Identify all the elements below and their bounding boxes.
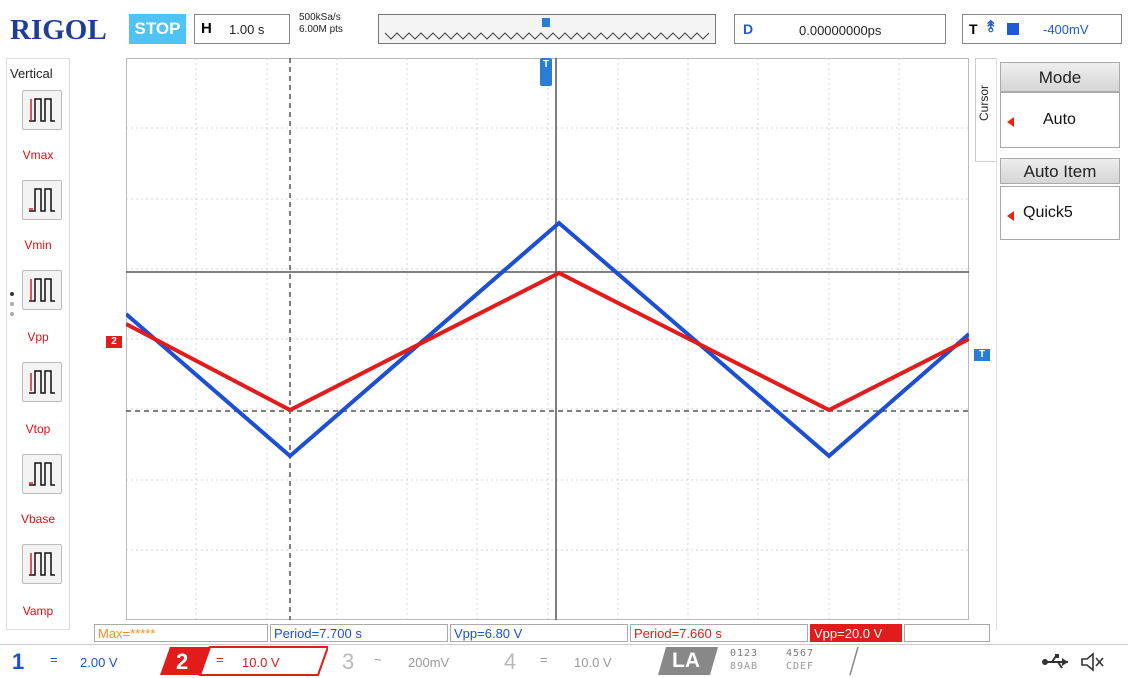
ch4-coupling: = bbox=[540, 652, 548, 667]
acquisition-info: 500kSa/s 6.00M pts bbox=[299, 12, 343, 36]
page-indicator-active bbox=[10, 292, 14, 296]
delay-label: D bbox=[743, 21, 754, 37]
vbase-label: Vbase bbox=[20, 512, 56, 526]
cursor-menu-tab[interactable]: Cursor bbox=[975, 58, 997, 162]
ch1-number: 1 bbox=[12, 649, 25, 674]
trigger-level-marker[interactable]: T bbox=[974, 349, 990, 361]
auto-item-selector[interactable]: Quick5 bbox=[1000, 186, 1120, 240]
delay-box[interactable]: D 0.00000000ps bbox=[734, 14, 946, 44]
auto-item-title: Auto Item bbox=[1000, 158, 1120, 184]
ch2-status[interactable]: 2 = 10.0 V bbox=[152, 646, 328, 676]
la-digits-2: 4567 bbox=[786, 648, 815, 659]
page-indicator bbox=[10, 302, 14, 306]
ch3-scale: 200mV bbox=[408, 655, 450, 670]
waveform-display[interactable] bbox=[126, 58, 969, 620]
measure-ch1-vpp: Vpp=6.80 V bbox=[450, 624, 628, 642]
horizontal-scale-value: 1.00 s bbox=[229, 22, 265, 37]
measure-ch1-period: Period=7.700 s bbox=[270, 624, 448, 642]
la-digits-1: 0123 bbox=[730, 648, 759, 659]
trigger-edge-icon: ⥉ bbox=[987, 19, 995, 36]
ch4-scale: 10.0 V bbox=[574, 655, 612, 670]
ch2-offset-marker-label: 2 bbox=[111, 336, 117, 347]
vmax-label: Vmax bbox=[22, 148, 54, 162]
trigger-box[interactable]: T ⥉ -400mV bbox=[962, 14, 1122, 44]
mode-arrow-icon bbox=[1007, 117, 1014, 127]
usb-icon bbox=[1042, 654, 1068, 669]
trigger-level-value: -400mV bbox=[1043, 22, 1089, 37]
vbase-icon bbox=[29, 462, 55, 486]
vpp-label: Vpp bbox=[27, 330, 49, 344]
ch2-status-frame bbox=[160, 646, 328, 676]
la-digits-3: 89AB bbox=[730, 661, 759, 672]
vmax-icon bbox=[29, 98, 55, 122]
trigger-label: T bbox=[969, 21, 978, 37]
measure-menu-title: Vertical bbox=[10, 66, 53, 81]
brand-logo: RIGOL bbox=[10, 14, 107, 46]
sample-rate: 500kSa/s bbox=[299, 12, 341, 23]
trigger-position-marker-label: T bbox=[542, 59, 550, 70]
trigger-level-marker-label: T bbox=[978, 349, 986, 360]
ch2-scale: 10.0 V bbox=[242, 655, 280, 670]
mode-title: Mode bbox=[1000, 62, 1120, 92]
ch1-scale: 2.00 V bbox=[80, 655, 118, 670]
trigger-source-icon bbox=[1007, 23, 1019, 35]
run-stop-badge[interactable]: STOP bbox=[129, 14, 186, 44]
vamp-icon bbox=[29, 552, 55, 576]
memory-trigger-marker bbox=[542, 18, 550, 27]
measure-ch2-vpp: Vpp=20.0 V bbox=[810, 624, 902, 642]
measure-empty-slot bbox=[904, 624, 990, 642]
ch2-offset-marker[interactable]: 2 bbox=[106, 336, 122, 348]
horizontal-label: H bbox=[201, 20, 212, 37]
measure-max: Max=***** bbox=[94, 624, 268, 642]
ch1-coupling: = bbox=[50, 652, 58, 667]
measure-ch2-period: Period=7.660 s bbox=[630, 624, 808, 642]
memory-overview-waveform bbox=[384, 18, 710, 40]
measure-menu-panel bbox=[6, 58, 70, 630]
vpp-icon bbox=[29, 278, 55, 302]
ch1-waveform bbox=[126, 220, 969, 459]
cursor-menu-tab-label: Cursor bbox=[977, 84, 991, 121]
ch4-number: 4 bbox=[504, 649, 517, 674]
ch2-waveform bbox=[126, 270, 969, 413]
vamp-label: Vamp bbox=[22, 604, 54, 618]
mode-selector[interactable]: Auto bbox=[1000, 92, 1120, 148]
graticule bbox=[126, 58, 969, 620]
vmin-button[interactable] bbox=[22, 180, 62, 220]
ch3-status[interactable]: 3 ~ 200mV bbox=[336, 646, 492, 676]
auto-item-arrow-icon bbox=[1007, 211, 1014, 221]
memory-depth: 6.00M pts bbox=[299, 24, 343, 35]
ch2-number: 2 bbox=[176, 649, 189, 674]
vmin-label: Vmin bbox=[24, 238, 52, 252]
la-status-frame bbox=[658, 646, 859, 676]
ch4-status[interactable]: 4 = 10.0 V bbox=[496, 646, 646, 676]
vmin-icon bbox=[29, 188, 55, 212]
ch2-coupling: = bbox=[216, 652, 224, 667]
vtop-button[interactable] bbox=[22, 362, 62, 402]
trigger-position-marker[interactable]: T bbox=[540, 58, 552, 86]
vamp-button[interactable] bbox=[22, 544, 62, 584]
speaker-muted-icon[interactable] bbox=[1078, 650, 1106, 674]
ch3-coupling: ~ bbox=[374, 652, 382, 667]
ch1-status[interactable]: 1 = 2.00 V bbox=[0, 646, 150, 676]
waveform-canvas bbox=[126, 58, 969, 620]
vmax-button[interactable] bbox=[22, 90, 62, 130]
mode-value: Auto bbox=[1043, 111, 1076, 128]
delay-value: 0.00000000ps bbox=[799, 23, 882, 38]
ch3-number: 3 bbox=[342, 649, 355, 674]
vtop-label: Vtop bbox=[25, 422, 51, 436]
auto-item-value: Quick5 bbox=[1023, 204, 1073, 221]
la-label: LA bbox=[672, 649, 700, 672]
memory-overview-strip[interactable] bbox=[378, 14, 716, 44]
right-panel-divider bbox=[996, 58, 997, 630]
vpp-button[interactable] bbox=[22, 270, 62, 310]
vtop-icon bbox=[29, 370, 55, 394]
la-status[interactable]: LA 0123 4567 89AB CDEF bbox=[652, 646, 860, 676]
vbase-button[interactable] bbox=[22, 454, 62, 494]
horizontal-timebase-box[interactable]: H 1.00 s bbox=[194, 14, 290, 44]
page-indicator bbox=[10, 312, 14, 316]
la-digits-4: CDEF bbox=[786, 661, 815, 672]
